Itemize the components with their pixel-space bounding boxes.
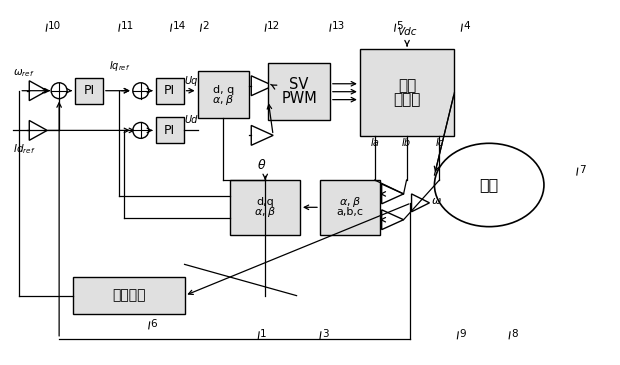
Text: PI: PI <box>164 124 175 137</box>
Polygon shape <box>251 126 273 145</box>
Text: 三相: 三相 <box>398 78 416 93</box>
Polygon shape <box>382 210 404 230</box>
Text: 9: 9 <box>459 329 466 339</box>
Text: 3: 3 <box>322 329 329 339</box>
Text: 5: 5 <box>397 21 403 31</box>
Text: $\theta$: $\theta$ <box>257 158 266 172</box>
Text: $\omega_{ref}$: $\omega_{ref}$ <box>14 67 35 79</box>
Text: 13: 13 <box>332 21 345 31</box>
Bar <box>198 71 249 119</box>
Text: $Id_{ref}$: $Id_{ref}$ <box>14 142 36 156</box>
Bar <box>73 277 185 314</box>
Text: Vdc: Vdc <box>397 27 417 37</box>
Bar <box>320 180 379 235</box>
Text: Ib: Ib <box>402 138 411 148</box>
Text: Ic: Ic <box>435 138 443 148</box>
Bar <box>156 78 184 104</box>
Bar <box>231 180 300 235</box>
Text: $\alpha,\beta$: $\alpha,\beta$ <box>213 93 234 107</box>
Text: PWM: PWM <box>281 91 317 106</box>
Text: 7: 7 <box>579 165 585 175</box>
Text: d,q: d,q <box>256 197 274 207</box>
Bar <box>75 78 103 104</box>
Text: Ud: Ud <box>185 115 198 126</box>
Text: 14: 14 <box>172 21 186 31</box>
Text: PI: PI <box>84 84 95 97</box>
Text: 1: 1 <box>260 329 267 339</box>
Text: 4: 4 <box>463 21 470 31</box>
Text: Ia: Ia <box>370 138 379 148</box>
Text: $Iq_{ref}$: $Iq_{ref}$ <box>109 59 130 73</box>
Text: 逆变器: 逆变器 <box>393 92 421 107</box>
Text: 8: 8 <box>511 329 518 339</box>
Text: 磁链观测: 磁链观测 <box>112 289 146 303</box>
Text: 6: 6 <box>151 319 157 329</box>
Text: $\alpha,\beta$: $\alpha,\beta$ <box>254 205 276 219</box>
Text: 10: 10 <box>48 21 61 31</box>
Bar <box>156 118 184 143</box>
Text: 12: 12 <box>267 21 280 31</box>
Text: PI: PI <box>164 84 175 97</box>
Bar <box>268 63 330 120</box>
Polygon shape <box>29 81 47 101</box>
Polygon shape <box>251 76 273 96</box>
Polygon shape <box>382 184 404 204</box>
Bar <box>360 49 454 137</box>
Text: SV: SV <box>290 77 309 92</box>
Text: Uq: Uq <box>185 76 198 86</box>
Text: 11: 11 <box>121 21 134 31</box>
Text: 电机: 电机 <box>479 177 499 192</box>
Text: d, q: d, q <box>213 85 234 95</box>
Polygon shape <box>29 120 47 140</box>
Ellipse shape <box>435 143 544 227</box>
Polygon shape <box>412 194 430 212</box>
Text: $\alpha,\beta$: $\alpha,\beta$ <box>339 195 361 209</box>
Text: 2: 2 <box>203 21 209 31</box>
Text: a,b,c: a,b,c <box>336 207 363 218</box>
Text: $\omega$: $\omega$ <box>432 196 442 206</box>
